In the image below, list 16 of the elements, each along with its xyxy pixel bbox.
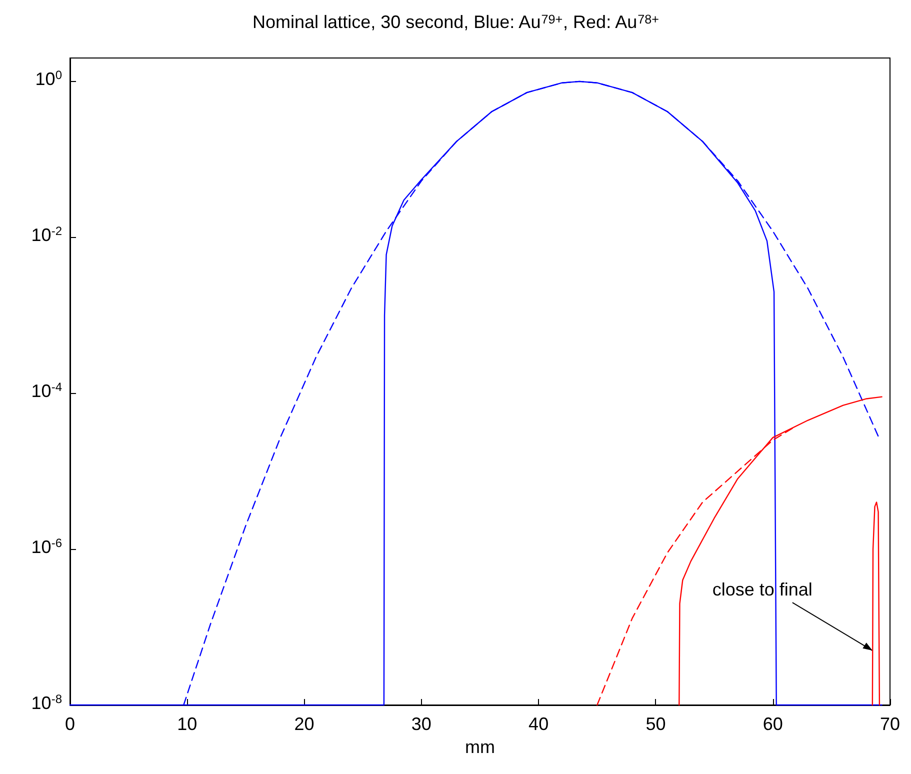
y-tick-label: 10$^{-4}$ — [31, 380, 62, 402]
y-tick-label: 10$^{-6}$ — [31, 536, 62, 558]
annotation: close to final — [712, 580, 812, 600]
x-tick-label: 70 — [880, 714, 900, 734]
y-tick-label: 10$^{0}$ — [35, 68, 62, 90]
x-axis-title: mm — [465, 736, 495, 757]
y-tick-label: 10$^{-2}$ — [31, 224, 62, 246]
x-tick-label: 60 — [762, 714, 783, 734]
x-tick-label: 50 — [646, 714, 666, 734]
x-tick-label: 0 — [64, 714, 76, 734]
x-tick-label: 30 — [411, 714, 432, 734]
x-tick-label: 40 — [528, 714, 549, 734]
y-tick-label: 10$^{-8}$ — [31, 692, 62, 714]
line-series — [872, 502, 880, 706]
x-tick-label: 20 — [294, 714, 314, 734]
x-tick-label: 10 — [177, 714, 198, 734]
